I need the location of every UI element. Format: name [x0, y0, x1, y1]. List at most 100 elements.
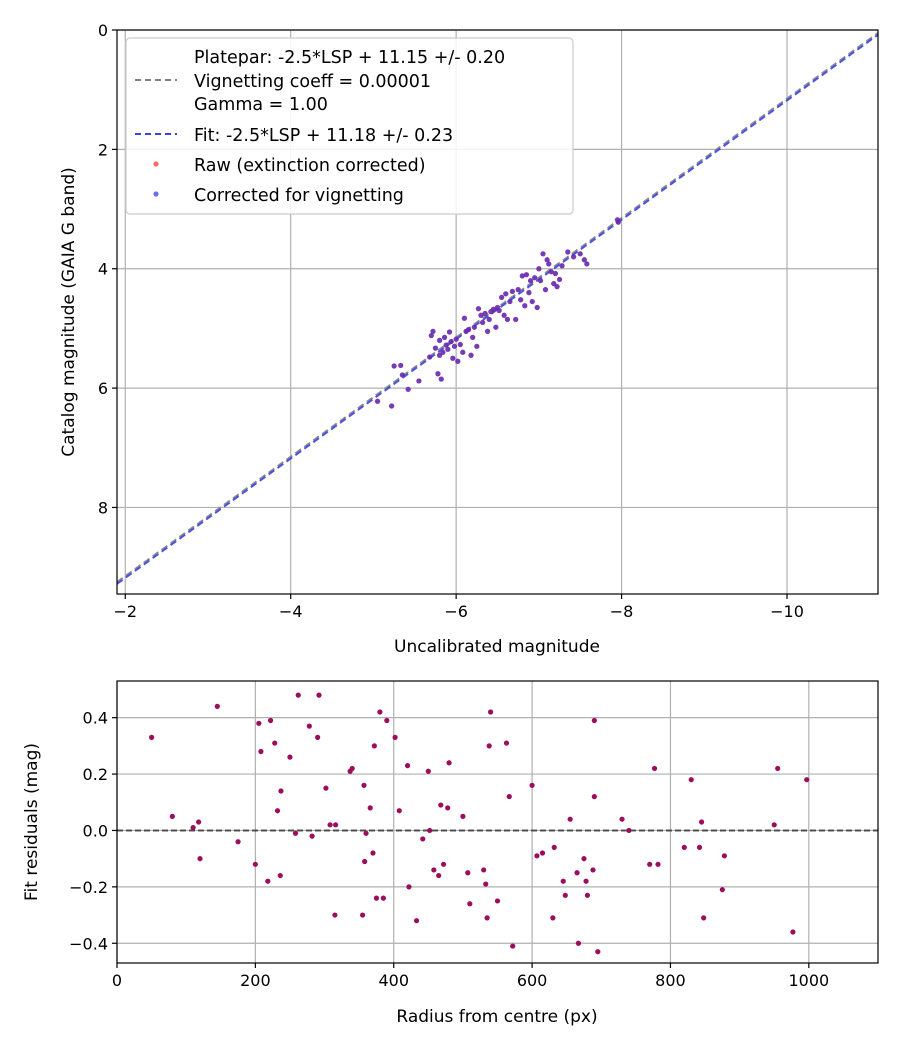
corrected-point	[559, 263, 565, 269]
residual-point	[169, 813, 175, 819]
residual-point	[484, 915, 490, 921]
corrected-point	[526, 290, 532, 296]
residual-point	[404, 763, 411, 769]
residual-point	[465, 870, 471, 876]
corrected-point	[453, 336, 459, 342]
residual-point	[701, 915, 707, 921]
residual-point	[327, 822, 333, 828]
residual-point	[771, 822, 777, 828]
residual-point	[361, 782, 367, 788]
residual-point	[567, 816, 573, 822]
residual-point	[252, 861, 258, 867]
corrected-point	[529, 298, 535, 305]
legend-gamma-text: Gamma = 1.00	[194, 95, 328, 115]
corrected-point	[482, 310, 488, 317]
corrected-point	[438, 376, 444, 382]
residual-point	[506, 794, 512, 800]
corrected-point	[427, 354, 433, 360]
corrected-point	[501, 312, 507, 318]
residual-point	[292, 830, 299, 836]
corrected-point	[374, 398, 381, 404]
corrected-point	[446, 329, 453, 335]
residual-point	[235, 839, 241, 845]
residual-point	[384, 717, 390, 724]
residual-point	[197, 856, 203, 862]
corrected-point	[443, 342, 449, 348]
corrected-point	[546, 261, 552, 267]
residual-point	[406, 884, 412, 890]
top-x-tick-label: −6	[444, 602, 468, 621]
residual-point	[323, 785, 329, 791]
residual-point	[274, 808, 281, 814]
corrected-point	[537, 278, 544, 284]
top-ticks: −2 −4 −6 −8 −10 0 2 4 6 8	[98, 21, 804, 621]
corrected-point	[480, 319, 486, 326]
residual-point	[804, 777, 810, 783]
residual-point	[272, 740, 278, 746]
corrected-point	[577, 251, 583, 257]
residual-point	[377, 709, 383, 715]
corrected-point	[461, 315, 468, 321]
bottom-y-tick-label: 0.2	[83, 765, 108, 784]
residual-point	[550, 915, 556, 921]
residual-point	[427, 827, 433, 834]
top-y-tick-label: 8	[98, 498, 108, 517]
corrected-point	[565, 249, 571, 255]
corrected-point	[457, 341, 463, 348]
top-fit-lines	[116, 32, 879, 585]
residual-point	[562, 892, 568, 898]
corrected-point	[471, 324, 477, 330]
corrected-point	[455, 358, 461, 364]
corrected-point	[441, 334, 448, 340]
corrected-point	[536, 266, 542, 272]
residual-point	[698, 819, 705, 825]
corrected-point	[581, 257, 587, 263]
corrected-point	[391, 363, 397, 369]
residual-point	[467, 901, 473, 907]
corrected-point	[515, 287, 521, 293]
corrected-point	[554, 284, 560, 290]
legend-platepar-text: Platepar: -2.5*LSP + 11.15 +/- 0.20	[194, 48, 505, 68]
corrected-point	[436, 337, 443, 343]
residual-point	[483, 881, 489, 887]
residual-point	[306, 723, 312, 729]
residual-point	[494, 898, 501, 904]
corrected-point	[432, 345, 439, 351]
corrected-point	[571, 254, 577, 260]
corrected-point	[534, 304, 540, 311]
residual-point	[438, 802, 444, 808]
top-y-tick-label: 2	[98, 140, 108, 159]
corrected-point	[532, 275, 538, 281]
residual-point	[584, 892, 591, 898]
corrected-point	[428, 332, 434, 339]
residual-point	[619, 816, 625, 822]
residual-point	[574, 870, 580, 876]
corrected-point	[465, 327, 472, 333]
residual-point	[590, 867, 596, 873]
bottom-x-tick-label: 1000	[788, 971, 829, 990]
corrected-point	[398, 362, 404, 369]
corrected-point	[513, 316, 519, 323]
residual-point	[256, 720, 262, 726]
residual-point	[487, 709, 494, 715]
top-plot-frame	[116, 29, 879, 595]
corrected-point	[416, 378, 422, 384]
residual-point	[775, 765, 781, 772]
residual-point	[551, 844, 557, 850]
corrected-point	[507, 298, 513, 305]
residual-point	[363, 830, 369, 836]
corrected-point	[519, 273, 525, 279]
legend-fit-text: Fit: -2.5*LSP + 11.18 +/- 0.23	[194, 126, 453, 146]
bottom-plot-frame	[116, 680, 879, 964]
residual-point	[380, 895, 386, 901]
residual-point	[190, 825, 196, 831]
bottom-x-axis-title: Radius from centre (px)	[396, 1007, 597, 1027]
residual-point	[396, 808, 402, 814]
corrected-point	[435, 371, 441, 377]
residual-point	[265, 878, 271, 884]
residual-point	[486, 743, 492, 749]
bottom-x-tick-label: 400	[378, 971, 409, 990]
residual-point	[510, 943, 516, 949]
top-y-axis-title: Catalog magnitude (GAIA G band)	[59, 167, 79, 457]
